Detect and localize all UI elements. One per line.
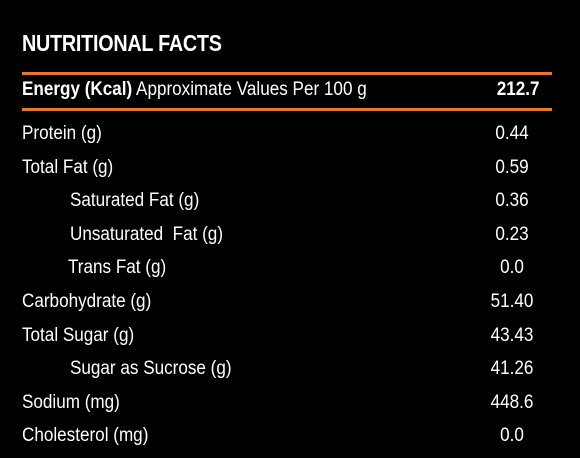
- nutrient-label: Cholesterol (mg): [22, 425, 149, 447]
- energy-label-rest: Approximate Values Per 100 g: [132, 79, 367, 100]
- nutrient-value: 448.6: [490, 391, 534, 413]
- nutrient-value: 43.43: [490, 324, 534, 346]
- nutrient-value: 0.0: [500, 425, 524, 447]
- divider-top: [22, 72, 552, 75]
- nutrient-row-cholesterol: Cholesterol (mg) 0.0: [22, 420, 552, 454]
- nutrient-label: Unsaturated Fat (g): [70, 223, 224, 245]
- nutrient-row-protein: Protein (g) 0.44: [22, 118, 552, 152]
- page-title: NUTRITIONAL FACTS: [22, 30, 222, 56]
- nutrient-row-total-fat: Total Fat (g) 0.59: [22, 152, 552, 186]
- nutrient-row-sodium: Sodium (mg) 448.6: [22, 387, 552, 421]
- nutrient-label: Protein (g): [22, 123, 102, 144]
- energy-label: Energy (Kcal) Approximate Values Per 100…: [22, 79, 367, 101]
- nutrient-value: 0.59: [495, 156, 529, 178]
- nutrient-label: Sodium (mg): [22, 391, 120, 413]
- nutrient-value: 0.44: [495, 123, 529, 144]
- nutrient-label: Saturated Fat (g): [70, 190, 200, 212]
- nutrient-value: 0.23: [495, 223, 529, 245]
- nutrient-label: Carbohydrate (g): [22, 290, 152, 312]
- energy-row: Energy (Kcal) Approximate Values Per 100…: [22, 79, 552, 105]
- nutrient-list: Protein (g) 0.44 Total Fat (g) 0.59 Satu…: [22, 118, 552, 454]
- nutrient-label: Trans Fat (g): [68, 257, 167, 279]
- nutrient-label: Total Fat (g): [22, 156, 114, 178]
- nutrient-value: 0.0: [500, 257, 524, 279]
- nutrient-label: Total Sugar (g): [22, 324, 135, 346]
- nutrient-value: 51.40: [490, 290, 534, 312]
- nutrient-row-total-sugar: Total Sugar (g) 43.43: [22, 320, 552, 354]
- nutrient-row-trans-fat: Trans Fat (g) 0.0: [22, 252, 552, 286]
- energy-value: 212.7: [497, 79, 540, 100]
- nutrient-label: Sugar as Sucrose (g): [70, 358, 232, 380]
- energy-label-bold: Energy (Kcal): [22, 79, 133, 100]
- nutrient-row-sugar-as-sucrose: Sugar as Sucrose (g) 41.26: [22, 353, 552, 387]
- nutrient-row-unsaturated-fat: Unsaturated Fat (g) 0.23: [22, 219, 552, 253]
- nutrient-value: 0.36: [495, 190, 529, 212]
- nutrient-row-carbohydrate: Carbohydrate (g) 51.40: [22, 286, 552, 320]
- nutrient-row-saturated-fat: Saturated Fat (g) 0.36: [22, 185, 552, 219]
- nutrient-value: 41.26: [490, 358, 534, 380]
- divider-bottom: [22, 108, 552, 111]
